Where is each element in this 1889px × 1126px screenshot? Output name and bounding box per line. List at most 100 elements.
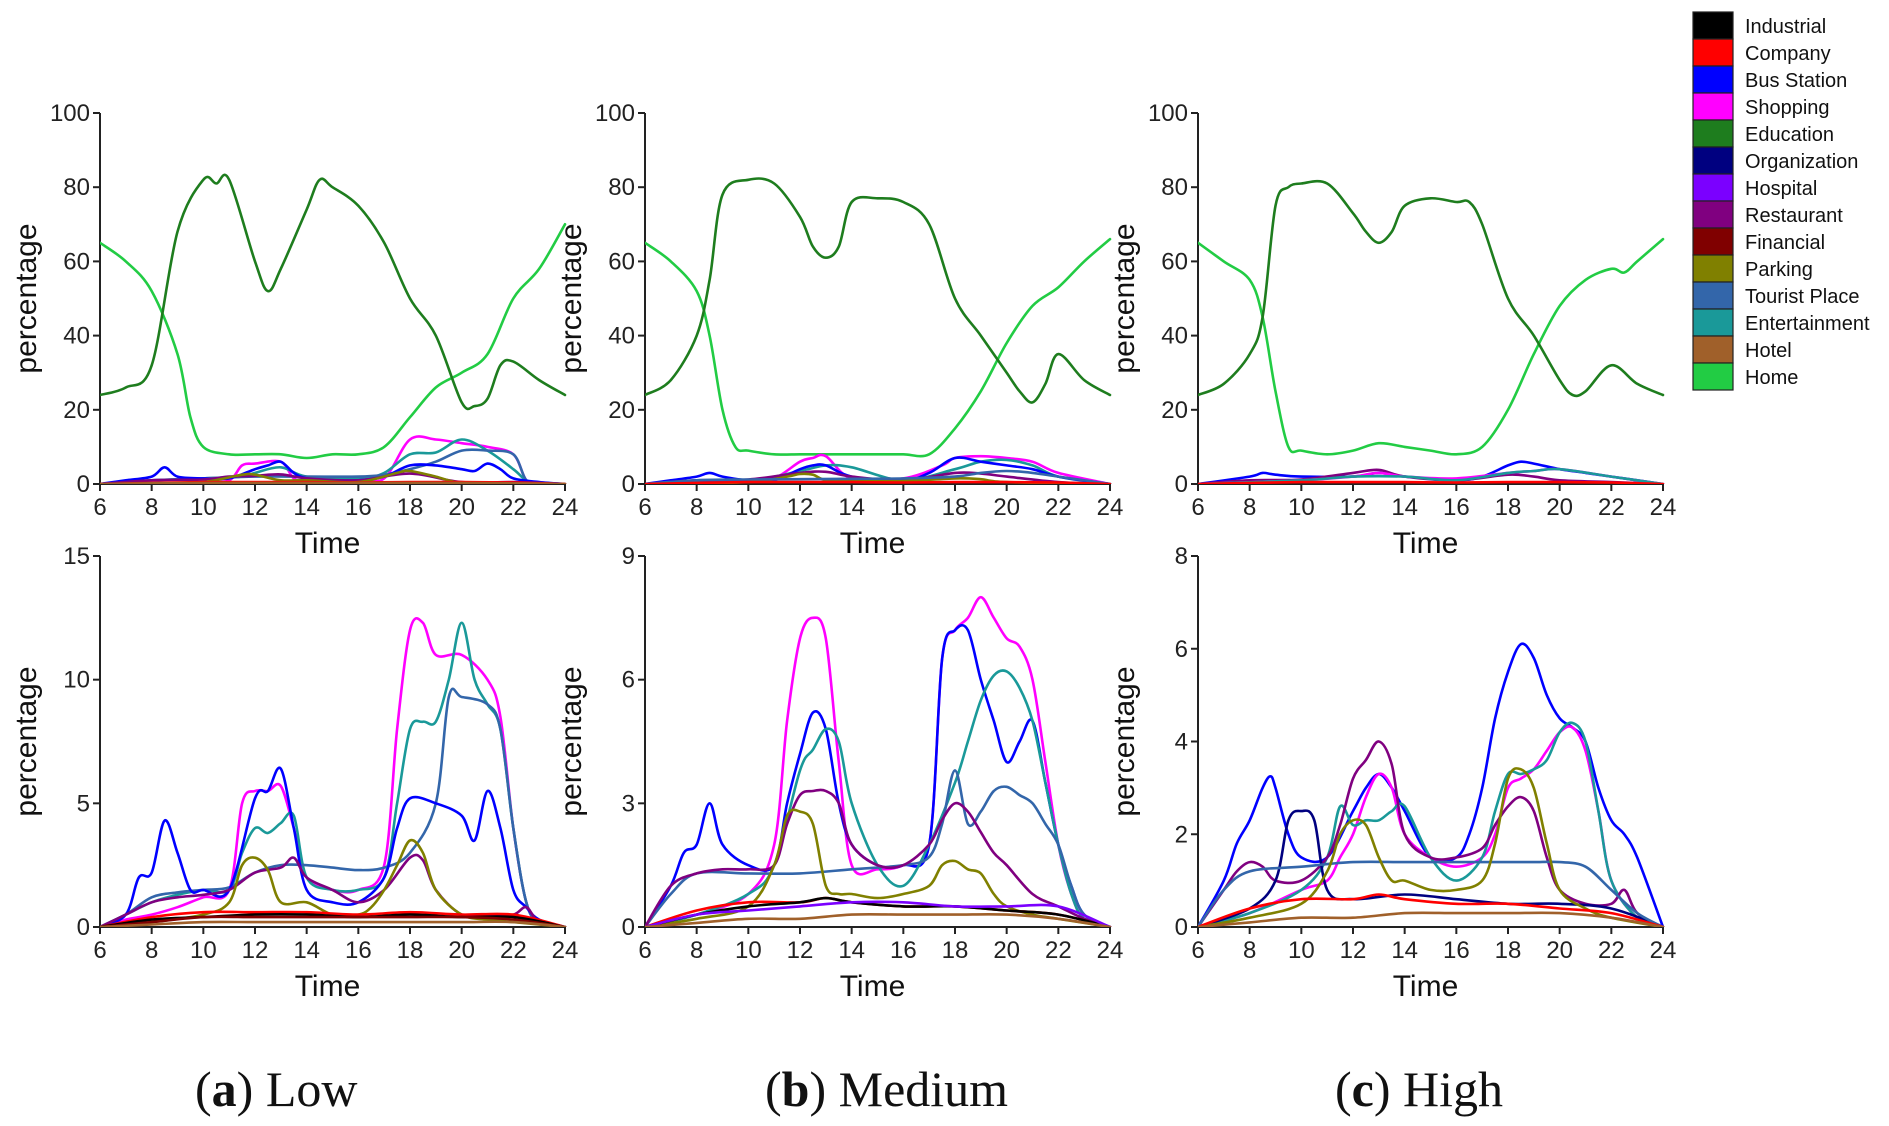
x-tick-label: 14 xyxy=(1391,937,1418,964)
y-axis-title: percentage xyxy=(1108,223,1141,373)
x-tick-label: 8 xyxy=(1243,937,1256,964)
series-entertainment xyxy=(1198,467,1665,484)
y-tick-label: 0 xyxy=(1175,914,1188,941)
legend-label-shopping: Shopping xyxy=(1745,97,1830,119)
series-hotel xyxy=(1198,911,1665,927)
y-tick-label: 5 xyxy=(77,790,90,817)
legend: Industrial Company Bus Station Shopping Educ… xyxy=(1692,11,1870,391)
x-tick-label: 12 xyxy=(242,494,269,521)
legend-label-industrial: Industrial xyxy=(1745,16,1826,38)
x-tick-label: 18 xyxy=(1495,937,1522,964)
x-tick-label: 24 xyxy=(1650,494,1677,521)
legend-label-tourist-place: Tourist Place xyxy=(1745,286,1860,308)
legend-label-parking: Parking xyxy=(1745,259,1813,281)
legend-label-hospital: Hospital xyxy=(1745,178,1817,200)
x-tick-label: 16 xyxy=(345,494,372,521)
x-axis-title: Time xyxy=(840,970,906,1003)
series-restaurant xyxy=(1198,740,1665,927)
series-hotel xyxy=(100,920,567,927)
series-bus-station xyxy=(645,624,1112,927)
y-tick-label: 6 xyxy=(622,667,635,694)
y-tick-label: 9 xyxy=(622,543,635,570)
x-tick-label: 16 xyxy=(1443,494,1470,521)
y-tick-label: 100 xyxy=(50,100,90,127)
x-tick-label: 6 xyxy=(93,937,106,964)
legend-swatch-home xyxy=(1692,362,1734,391)
y-tick-label: 100 xyxy=(1148,100,1188,127)
x-tick-label: 22 xyxy=(1598,494,1625,521)
x-tick-label: 24 xyxy=(552,494,579,521)
y-tick-label: 10 xyxy=(63,667,90,694)
legend-swatch-tourist-place xyxy=(1692,281,1734,310)
x-tick-label: 14 xyxy=(293,937,320,964)
x-tick-label: 10 xyxy=(190,494,217,521)
x-tick-label: 16 xyxy=(345,937,372,964)
x-tick-label: 20 xyxy=(993,494,1020,521)
x-tick-label: 6 xyxy=(638,494,651,521)
x-tick-label: 20 xyxy=(448,937,475,964)
series-group xyxy=(100,173,567,484)
x-axis-title: Time xyxy=(1393,970,1459,1003)
series-group xyxy=(645,595,1112,927)
x-tick-label: 22 xyxy=(1045,494,1072,521)
legend-label-home: Home xyxy=(1745,367,1798,389)
series-company xyxy=(645,480,1112,484)
x-tick-label: 8 xyxy=(1243,494,1256,521)
chart-b-bottom: 6 8 10 12 14 16 18 20 22 24 0 3 6 9 Time percentage xyxy=(555,543,1123,1003)
y-tick-label: 2 xyxy=(1175,821,1188,848)
x-tick-label: 6 xyxy=(638,937,651,964)
x-tick-label: 24 xyxy=(1097,937,1124,964)
x-tick-label: 12 xyxy=(242,937,269,964)
legend-swatch-education xyxy=(1692,119,1734,148)
y-tick-label: 100 xyxy=(595,100,635,127)
chart-c-top: 6 8 10 12 14 16 18 20 22 24 0 20 40 60 80 100 Time percen… xyxy=(1108,100,1676,560)
x-tick-label: 14 xyxy=(838,494,865,521)
series-entertainment xyxy=(1198,721,1665,927)
series-entertainment xyxy=(100,621,567,927)
series-restaurant xyxy=(645,788,1112,927)
x-tick-label: 22 xyxy=(1045,937,1072,964)
series-group xyxy=(100,617,567,927)
x-tick-label: 22 xyxy=(1598,937,1625,964)
y-axis-title: percentage xyxy=(10,223,43,373)
series-tourist-place xyxy=(645,769,1112,927)
x-tick-label: 6 xyxy=(93,494,106,521)
y-tick-label: 60 xyxy=(1161,248,1188,275)
chart-b-top: 6 8 10 12 14 16 18 20 22 24 0 20 40 60 80 100 Time percen… xyxy=(555,100,1123,560)
legend-label-hotel: Hotel xyxy=(1745,340,1792,362)
series-bus-station xyxy=(645,456,1112,484)
legend-swatch-industrial xyxy=(1692,11,1734,40)
series-entertainment xyxy=(645,669,1112,927)
series-group xyxy=(1198,179,1665,484)
x-tick-label: 22 xyxy=(500,494,527,521)
x-tick-label: 10 xyxy=(1288,494,1315,521)
x-tick-label: 18 xyxy=(397,494,424,521)
y-tick-label: 0 xyxy=(77,914,90,941)
legend-swatch-bus-station xyxy=(1692,65,1734,94)
series-parking xyxy=(1198,767,1665,927)
legend-swatch-shopping xyxy=(1692,92,1734,121)
legend-swatch-parking xyxy=(1692,254,1734,283)
x-axis-title: Time xyxy=(1393,527,1459,560)
x-tick-label: 16 xyxy=(890,937,917,964)
y-axis-title: percentage xyxy=(555,666,588,816)
y-tick-label: 6 xyxy=(1175,636,1188,663)
legend-swatch-hotel xyxy=(1692,335,1734,364)
legend-label-restaurant: Restaurant xyxy=(1745,205,1843,227)
y-tick-label: 40 xyxy=(63,323,90,350)
x-tick-label: 10 xyxy=(190,937,217,964)
x-tick-label: 20 xyxy=(1546,494,1573,521)
caption-c: (c) High xyxy=(1335,1061,1504,1117)
series-tourist-place xyxy=(1198,860,1665,927)
y-tick-label: 8 xyxy=(1175,543,1188,570)
x-tick-label: 14 xyxy=(1391,494,1418,521)
x-axis-title: Time xyxy=(840,527,906,560)
series-hotel xyxy=(645,912,1112,927)
series-company xyxy=(1198,480,1665,484)
x-tick-label: 18 xyxy=(397,937,424,964)
x-tick-label: 14 xyxy=(293,494,320,521)
series-group xyxy=(645,177,1112,484)
y-tick-label: 40 xyxy=(1161,323,1188,350)
